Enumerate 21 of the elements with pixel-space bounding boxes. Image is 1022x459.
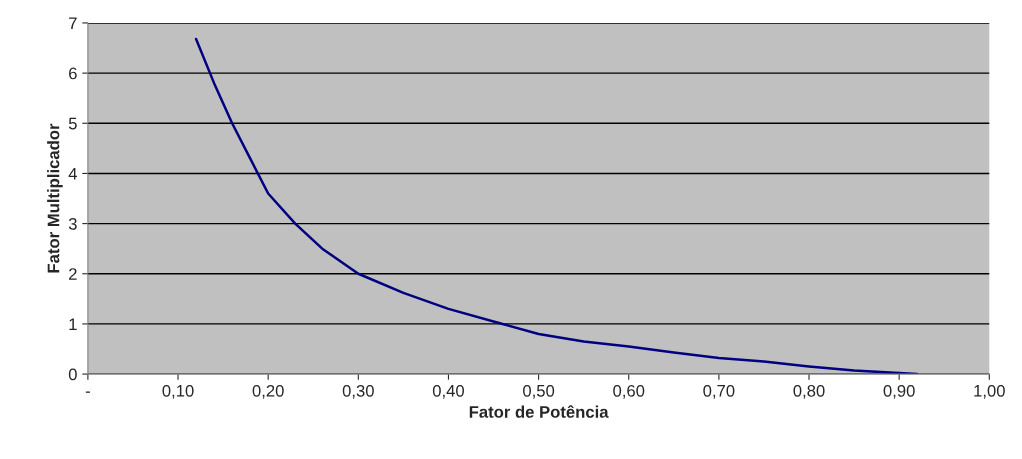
x-tick-label: 0,70 bbox=[703, 384, 735, 399]
y-tick-label: 0 bbox=[68, 368, 77, 381]
y-tick-label: 5 bbox=[68, 117, 77, 130]
x-tick-label: 0,40 bbox=[432, 384, 465, 399]
x-tick-label: 0,10 bbox=[162, 384, 194, 399]
x-tick-label: 0,50 bbox=[523, 384, 555, 399]
x-tick-label: 0,80 bbox=[793, 384, 825, 399]
x-tick-label: 0,20 bbox=[252, 384, 284, 399]
x-tick-label: - bbox=[85, 391, 90, 393]
x-tick-label: 0,30 bbox=[342, 384, 374, 399]
y-tick-label: 1 bbox=[69, 318, 77, 330]
y-tick-label: 6 bbox=[69, 67, 77, 80]
x-axis-title: Fator de Potência bbox=[469, 405, 609, 418]
x-tick-label: 1,00 bbox=[974, 384, 1005, 399]
y-tick-label: 2 bbox=[69, 268, 77, 280]
x-tick-label: 0,60 bbox=[613, 384, 645, 399]
y-tick-label: 3 bbox=[68, 218, 77, 230]
y-axis-title: Fator Multiplicador bbox=[47, 123, 63, 273]
x-tick-label: 0,90 bbox=[883, 384, 915, 399]
y-tick-label: 4 bbox=[68, 168, 77, 180]
y-tick-label: 7 bbox=[69, 17, 77, 29]
